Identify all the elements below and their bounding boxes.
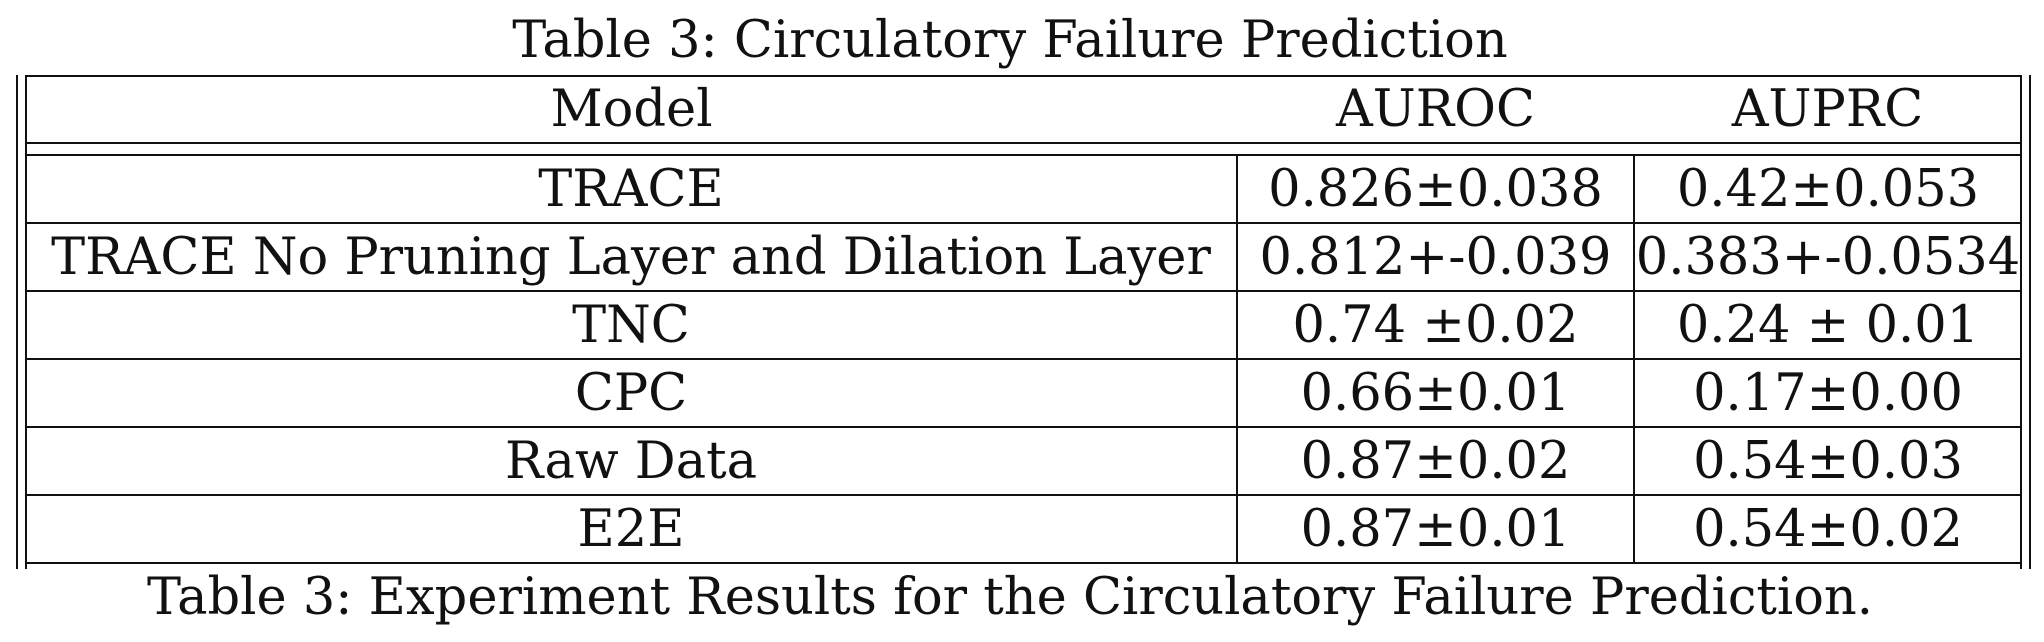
model-cell: TRACE	[26, 154, 1238, 224]
auprc-cell: 0.24 ± 0.01	[1633, 290, 2021, 360]
table-row: E2E 0.87±0.01 0.54±0.02	[26, 494, 2021, 564]
auroc-cell: 0.74 ±0.02	[1236, 290, 1635, 360]
model-cell: CPC	[26, 358, 1238, 428]
auprc-cell: 0.42±0.053	[1633, 154, 2021, 224]
auprc-cell: 0.17±0.00	[1633, 358, 2021, 428]
auroc-cell: 0.87±0.02	[1236, 426, 1635, 496]
auroc-cell: 0.66±0.01	[1236, 358, 1635, 428]
header-row: Model AUROC AUPRC	[26, 75, 2021, 144]
left-outer-border	[16, 75, 18, 569]
table-row: Raw Data 0.87±0.02 0.54±0.03	[26, 426, 2021, 496]
auprc-cell: 0.383+-0.0534	[1633, 222, 2021, 292]
header-auroc: AUROC	[1237, 75, 1634, 144]
model-cell: Raw Data	[26, 426, 1238, 496]
table-row: TRACE No Pruning Layer and Dilation Laye…	[26, 222, 2021, 292]
auroc-cell: 0.826±0.038	[1236, 154, 1635, 224]
model-cell: E2E	[26, 494, 1238, 564]
model-cell: TNC	[26, 290, 1238, 360]
table-header: Model AUROC AUPRC	[26, 75, 2021, 144]
table-caption: Table 3: Experiment Results for the Circ…	[147, 568, 1873, 627]
auprc-cell: 0.54±0.03	[1633, 426, 2021, 496]
header-auprc: AUPRC	[1634, 75, 2021, 144]
table-row: TRACE 0.826±0.038 0.42±0.053	[26, 154, 2021, 224]
auroc-cell: 0.812+-0.039	[1236, 222, 1635, 292]
results-table: TRACE 0.826±0.038 0.42±0.053 TRACE No Pr…	[26, 154, 2021, 564]
auroc-cell: 0.87±0.01	[1236, 494, 1635, 564]
model-cell: TRACE No Pruning Layer and Dilation Laye…	[26, 222, 1238, 292]
header-model: Model	[26, 75, 1237, 144]
table-title: Table 3: Circulatory Failure Prediction	[512, 11, 1508, 70]
table-row: CPC 0.66±0.01 0.17±0.00	[26, 358, 2021, 428]
auprc-cell: 0.54±0.02	[1633, 494, 2021, 564]
right-outer-border	[2029, 75, 2031, 569]
right-inner-border	[2020, 75, 2022, 569]
table-row: TNC 0.74 ±0.02 0.24 ± 0.01	[26, 290, 2021, 360]
